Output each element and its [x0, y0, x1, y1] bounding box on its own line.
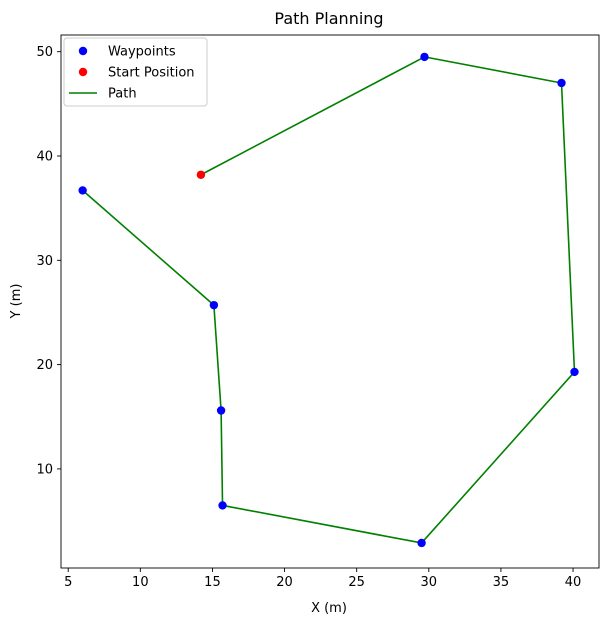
y-tick-label: 50	[36, 45, 53, 60]
axes-frame	[60, 34, 600, 569]
legend-marker-start-position	[78, 67, 88, 77]
x-tick-label: 15	[204, 575, 221, 590]
waypoints-point	[417, 538, 426, 548]
plot-area: 5 10 15 20 25 30 35 40 10 20 30 40 50	[36, 34, 600, 590]
legend-label-start-position: Start Position	[108, 66, 195, 81]
y-tick-label: 30	[36, 254, 53, 269]
chart-title: Path Planning	[274, 9, 383, 28]
start-position-point	[196, 170, 206, 179]
x-tick-label: 35	[493, 575, 510, 590]
x-tick-label: 25	[348, 575, 365, 590]
waypoints-point	[557, 78, 566, 88]
waypoints-point	[209, 300, 219, 310]
legend: Waypoints Start Position Path	[63, 37, 208, 107]
legend-label-waypoints: Waypoints	[108, 45, 176, 60]
waypoints-point	[216, 406, 226, 415]
x-tick-label: 20	[276, 575, 293, 590]
y-tick-label: 40	[36, 149, 53, 164]
y-tick-label: 10	[36, 462, 53, 477]
waypoints-point	[218, 501, 227, 510]
x-tick-label: 30	[421, 575, 438, 590]
waypoints-point	[78, 186, 87, 195]
x-axis-label: X (m)	[311, 601, 347, 616]
legend-marker-waypoints	[78, 46, 88, 56]
waypoints-point	[420, 52, 429, 62]
y-tick-label: 20	[36, 358, 53, 373]
y-axis-label: Y (m)	[9, 284, 24, 320]
x-tick-label: 40	[565, 575, 582, 590]
x-tick-label: 10	[132, 575, 149, 590]
legend-box	[63, 37, 208, 107]
waypoints-point	[570, 367, 579, 377]
legend-label-path: Path	[108, 87, 137, 102]
x-tick-label: 5	[64, 575, 72, 590]
